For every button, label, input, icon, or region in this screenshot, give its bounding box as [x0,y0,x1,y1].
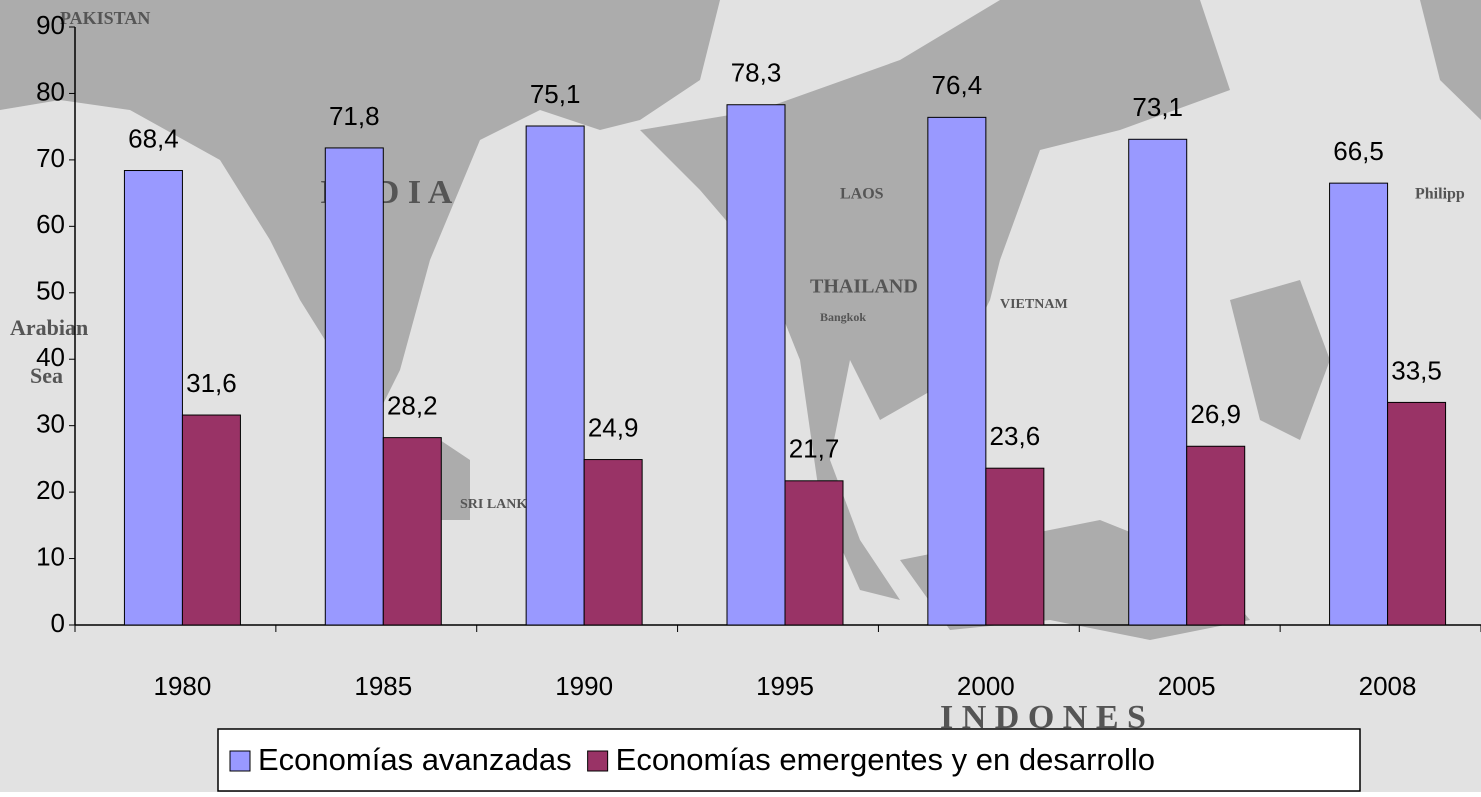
bar [1186,445,1246,626]
y-tick-label: 70 [36,143,65,173]
bar [1387,401,1447,626]
x-tick-label: 1990 [555,671,613,701]
data-label: 75,1 [530,79,581,109]
map-label: Bangkok [820,310,866,324]
bar [123,170,183,626]
bar [784,480,844,626]
bar [726,104,786,626]
bar [1329,182,1389,626]
y-tick-label: 80 [36,76,65,106]
bar [181,414,241,626]
map-label: LAOS [840,186,884,203]
map-label: VIETNAM [1000,297,1068,312]
data-label: 73,1 [1132,92,1183,122]
x-tick-label: 2005 [1158,671,1216,701]
x-tick-label: 2008 [1359,671,1417,701]
data-label: 21,7 [789,434,840,464]
bar [525,125,585,626]
map-label: Arabian [10,315,88,340]
x-tick-label: 1995 [756,671,814,701]
bar [985,467,1045,626]
data-label: 78,3 [731,58,782,88]
map-label: Philipp [1415,186,1465,203]
data-label: 24,9 [588,412,639,442]
y-tick-label: 40 [36,342,65,372]
y-tick-label: 0 [51,608,65,638]
data-label: 31,6 [186,368,237,398]
legend-label: Economías avanzadas [258,742,572,777]
bar [583,459,643,626]
y-tick-label: 90 [36,10,65,40]
data-label: 66,5 [1333,136,1384,166]
y-tick-label: 10 [36,541,65,571]
y-tick-label: 30 [36,409,65,439]
data-label: 26,9 [1190,399,1241,429]
map-label: SRI LANKA [460,497,538,512]
legend-label: Economías emergentes y en desarrollo [616,742,1155,777]
data-label: 76,4 [932,70,983,100]
map-label: Sea [30,363,63,388]
bar [382,437,442,626]
x-tick-label: 2000 [957,671,1015,701]
data-label: 71,8 [329,101,380,131]
legend-swatch [587,750,609,772]
y-tick-label: 60 [36,209,65,239]
bar [927,116,987,626]
y-tick-label: 20 [36,475,65,505]
data-label: 28,2 [387,391,438,421]
legend-swatch [229,750,251,772]
data-label: 68,4 [128,123,179,153]
legend-box [217,728,1361,792]
map-label: PAKISTAN [60,8,150,28]
data-label: 33,5 [1391,355,1442,385]
data-label: 23,6 [990,421,1041,451]
map-label: THAILAND [810,276,918,298]
x-tick-label: 1985 [354,671,412,701]
bar [1128,138,1188,626]
y-tick-label: 50 [36,276,65,306]
bar [324,147,384,626]
x-tick-label: 1980 [154,671,212,701]
